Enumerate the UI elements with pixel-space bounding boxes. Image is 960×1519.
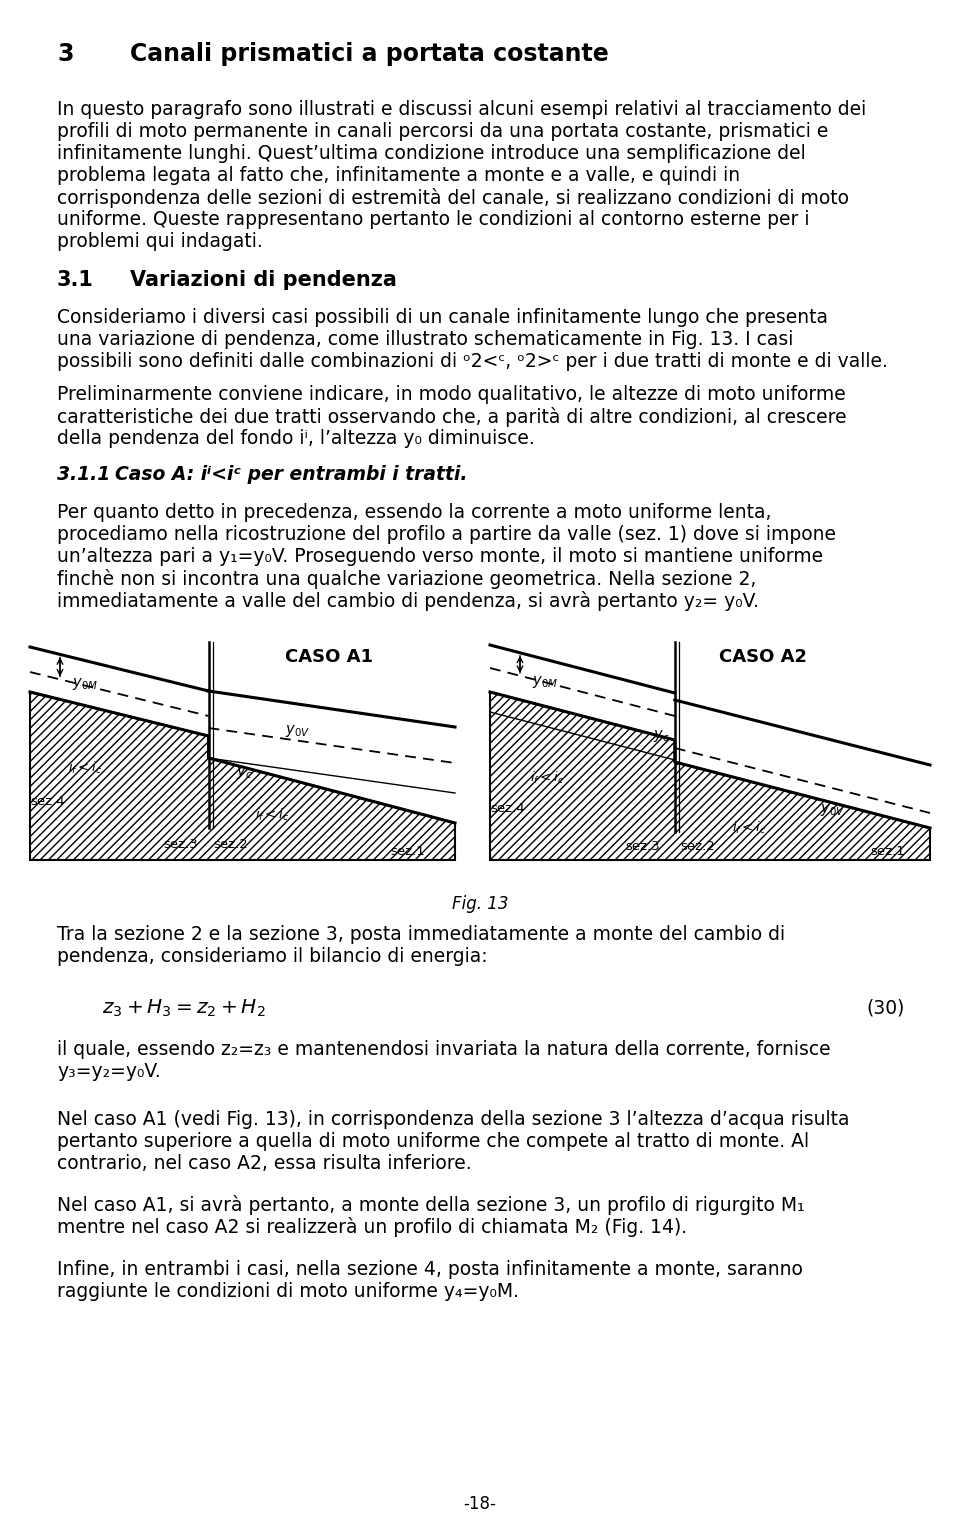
Text: Infine, in entrambi i casi, nella sezione 4, posta infinitamente a monte, sarann: Infine, in entrambi i casi, nella sezion… [57,1259,803,1279]
Text: $z_3 + H_3 = z_2 + H_2$: $z_3 + H_3 = z_2 + H_2$ [102,998,266,1019]
Text: $i_f < i_c$: $i_f < i_c$ [530,770,564,785]
Text: $y_{0M}$: $y_{0M}$ [532,674,558,690]
Text: Fig. 13: Fig. 13 [452,895,508,913]
Text: $y_c$: $y_c$ [653,728,669,744]
Text: mentre nel caso A2 si realizzerà un profilo di chiamata M₂ (Fig. 14).: mentre nel caso A2 si realizzerà un prof… [57,1217,687,1236]
Text: 3: 3 [57,43,74,65]
Text: problema legata al fatto che, infinitamente a monte e a valle, e quindi in: problema legata al fatto che, infinitame… [57,166,740,185]
Text: finchè non si incontra una qualche variazione geometrica. Nella sezione 2,: finchè non si incontra una qualche varia… [57,570,756,589]
Text: sez.4: sez.4 [490,802,524,816]
Text: problemi qui indagati.: problemi qui indagati. [57,232,263,251]
Text: sez.1: sez.1 [390,845,424,858]
Text: Canali prismatici a portata costante: Canali prismatici a portata costante [130,43,609,65]
Text: $y_{0V}$: $y_{0V}$ [820,802,845,819]
Text: immediatamente a valle del cambio di pendenza, si avrà pertanto y₂= y₀V.: immediatamente a valle del cambio di pen… [57,591,759,611]
Text: pertanto superiore a quella di moto uniforme che compete al tratto di monte. Al: pertanto superiore a quella di moto unif… [57,1132,809,1151]
Text: 3.1: 3.1 [57,270,94,290]
Text: CASO A2: CASO A2 [719,649,806,665]
Text: Preliminarmente conviene indicare, in modo qualitativo, le altezze di moto unifo: Preliminarmente conviene indicare, in mo… [57,384,846,404]
Text: un’altezza pari a y₁=y₀V. Proseguendo verso monte, il moto si mantiene uniforme: un’altezza pari a y₁=y₀V. Proseguendo ve… [57,547,823,567]
Text: $y_{0V}$: $y_{0V}$ [285,723,310,740]
Text: sez.4: sez.4 [30,794,64,808]
Text: y₃=y₂=y₀V.: y₃=y₂=y₀V. [57,1062,160,1082]
Text: caratteristiche dei due tratti osservando che, a parità di altre condizioni, al : caratteristiche dei due tratti osservand… [57,407,847,427]
Text: infinitamente lunghi. Quest’ultima condizione introduce una semplificazione del: infinitamente lunghi. Quest’ultima condi… [57,144,805,163]
Text: il quale, essendo z₂=z₃ e mantenendosi invariata la natura della corrente, forni: il quale, essendo z₂=z₃ e mantenendosi i… [57,1041,830,1059]
Text: Variazioni di pendenza: Variazioni di pendenza [130,270,396,290]
Text: $i_f < i_c$: $i_f < i_c$ [255,807,290,823]
Text: 3.1.1: 3.1.1 [57,465,110,485]
Text: una variazione di pendenza, come illustrato schematicamente in Fig. 13. I casi: una variazione di pendenza, come illustr… [57,330,793,349]
Text: Nel caso A1, si avrà pertanto, a monte della sezione 3, un profilo di rigurgito : Nel caso A1, si avrà pertanto, a monte d… [57,1195,804,1215]
Text: Consideriamo i diversi casi possibili di un canale infinitamente lungo che prese: Consideriamo i diversi casi possibili di… [57,308,828,327]
Text: sez.3: sez.3 [625,840,660,854]
Text: contrario, nel caso A2, essa risulta inferiore.: contrario, nel caso A2, essa risulta inf… [57,1154,471,1173]
Text: corrispondenza delle sezioni di estremità del canale, si realizzano condizioni d: corrispondenza delle sezioni di estremit… [57,188,849,208]
Text: Tra la sezione 2 e la sezione 3, posta immediatamente a monte del cambio di: Tra la sezione 2 e la sezione 3, posta i… [57,925,785,943]
Text: CASO A1: CASO A1 [285,649,373,665]
Text: (30): (30) [867,998,905,1018]
Text: Nel caso A1 (vedi Fig. 13), in corrispondenza della sezione 3 l’altezza d’acqua : Nel caso A1 (vedi Fig. 13), in corrispon… [57,1110,850,1129]
Text: $y_c$: $y_c$ [236,766,253,781]
Polygon shape [30,693,455,860]
Text: Per quanto detto in precedenza, essendo la corrente a moto uniforme lenta,: Per quanto detto in precedenza, essendo … [57,503,772,523]
Text: raggiunte le condizioni di moto uniforme y₄=y₀M.: raggiunte le condizioni di moto uniforme… [57,1282,519,1300]
Text: sez.1: sez.1 [870,845,904,858]
Text: della pendenza del fondo iⁱ, l’altezza y₀ diminuisce.: della pendenza del fondo iⁱ, l’altezza y… [57,428,535,448]
Text: Caso A: iⁱ<iᶜ per entrambi i tratti.: Caso A: iⁱ<iᶜ per entrambi i tratti. [115,465,468,485]
Text: sez.2: sez.2 [213,838,249,851]
Text: $i_f < i_c$: $i_f < i_c$ [68,760,102,776]
Text: sez.3: sez.3 [163,838,199,851]
Text: pendenza, consideriamo il bilancio di energia:: pendenza, consideriamo il bilancio di en… [57,946,488,966]
Text: $i_f < i_c$: $i_f < i_c$ [732,820,766,835]
Text: sez.2: sez.2 [680,840,714,854]
Text: uniforme. Queste rappresentano pertanto le condizioni al contorno esterne per i: uniforme. Queste rappresentano pertanto … [57,210,809,229]
Text: In questo paragrafo sono illustrati e discussi alcuni esempi relativi al traccia: In questo paragrafo sono illustrati e di… [57,100,866,118]
Polygon shape [490,693,930,860]
Text: profili di moto permanente in canali percorsi da una portata costante, prismatic: profili di moto permanente in canali per… [57,122,828,141]
Text: procediamo nella ricostruzione del profilo a partire da valle (sez. 1) dove si i: procediamo nella ricostruzione del profi… [57,526,836,544]
Text: possibili sono definiti dalle combinazioni di ᵒ2<ᶜ, ᵒ2>ᶜ per i due tratti di mon: possibili sono definiti dalle combinazio… [57,352,888,371]
Text: -18-: -18- [464,1495,496,1513]
Text: $y_{0M}$: $y_{0M}$ [72,676,98,693]
